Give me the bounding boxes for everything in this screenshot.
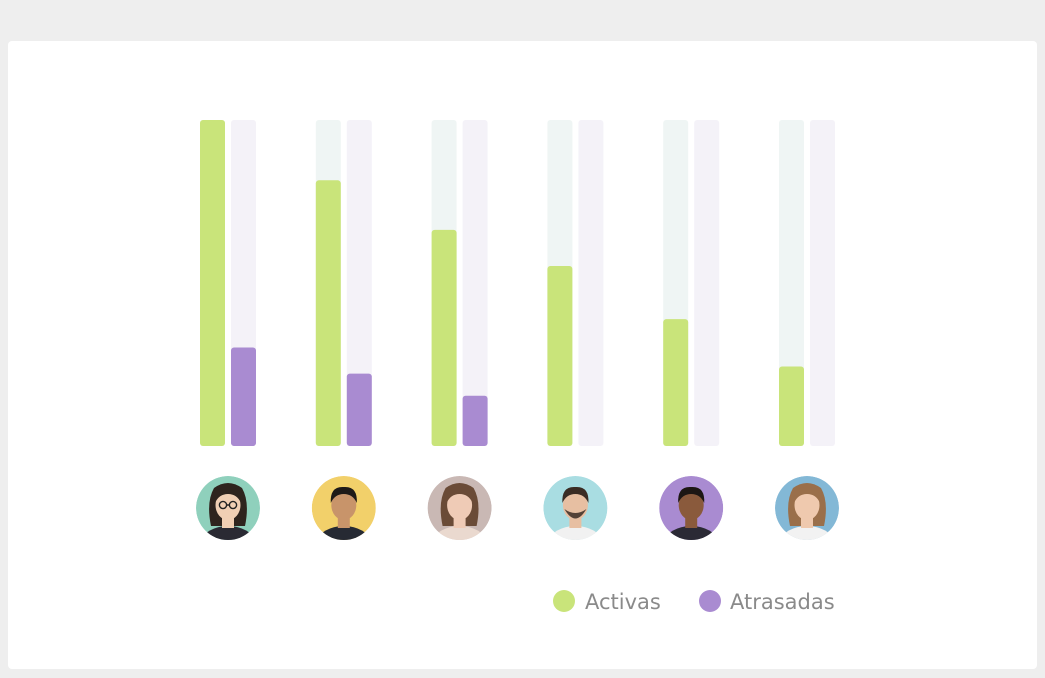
shirt-shape (665, 526, 718, 540)
bar-group (431, 120, 488, 446)
person-man-icon (665, 486, 718, 540)
legend-label-atrasadas: Atrasadas (730, 590, 835, 614)
avatar (659, 476, 724, 540)
avatar (775, 476, 839, 540)
hair-top-shape (330, 486, 357, 503)
shirt-shape (202, 526, 254, 540)
avatar (196, 476, 260, 540)
person-man-beard-icon (549, 486, 602, 540)
bar-track-atrasadas (346, 120, 372, 446)
bar-atrasadas (462, 395, 488, 446)
bar-group (779, 120, 835, 446)
bar-track-atrasadas (578, 120, 604, 446)
bar-activas (779, 366, 804, 446)
bar-group (315, 120, 372, 446)
bar-activas (663, 319, 689, 446)
shirt-shape (549, 526, 602, 540)
avatar (543, 476, 608, 540)
bar-track-atrasadas (694, 120, 720, 446)
glasses-shape (218, 500, 238, 510)
avatar (311, 476, 376, 540)
bar-activas (315, 180, 341, 446)
person-man-icon (317, 486, 370, 540)
hair-top-shape (678, 486, 705, 503)
legend-swatch-atrasadas (699, 590, 721, 612)
bar-atrasadas (231, 347, 256, 446)
chart-card (8, 41, 1037, 669)
avatars-layer (196, 476, 839, 540)
bar-atrasadas (346, 373, 372, 446)
bar-activas (200, 120, 225, 446)
shirt-shape (781, 526, 833, 540)
face-shape (794, 490, 820, 520)
person-woman-icon (433, 483, 486, 540)
bar-activas (547, 266, 573, 446)
face-shape (447, 490, 473, 520)
face-shape (678, 490, 704, 520)
face-shape (331, 490, 357, 520)
hair-top-shape (793, 486, 821, 503)
legend-swatch-activas (553, 590, 575, 612)
bars-layer (200, 120, 835, 446)
shirt-shape (317, 526, 370, 540)
shirt-shape (433, 526, 486, 540)
hair-top-shape (562, 486, 589, 503)
hair-top-shape (214, 486, 242, 503)
avatar (427, 476, 492, 540)
hair-top-shape (446, 486, 473, 503)
bar-activas (431, 229, 457, 446)
legend-label-activas: Activas (585, 590, 661, 614)
bar-track-activas (779, 120, 804, 446)
bar-group (663, 120, 720, 446)
beard-shape (564, 509, 587, 519)
bar-track-atrasadas (462, 120, 488, 446)
legend: Activas Atrasadas (553, 590, 835, 614)
bar-track-atrasadas (810, 120, 835, 446)
person-woman-icon (781, 483, 833, 540)
person-woman-glasses-icon (202, 483, 254, 540)
bar-group (200, 120, 256, 446)
bar-group (547, 120, 604, 446)
